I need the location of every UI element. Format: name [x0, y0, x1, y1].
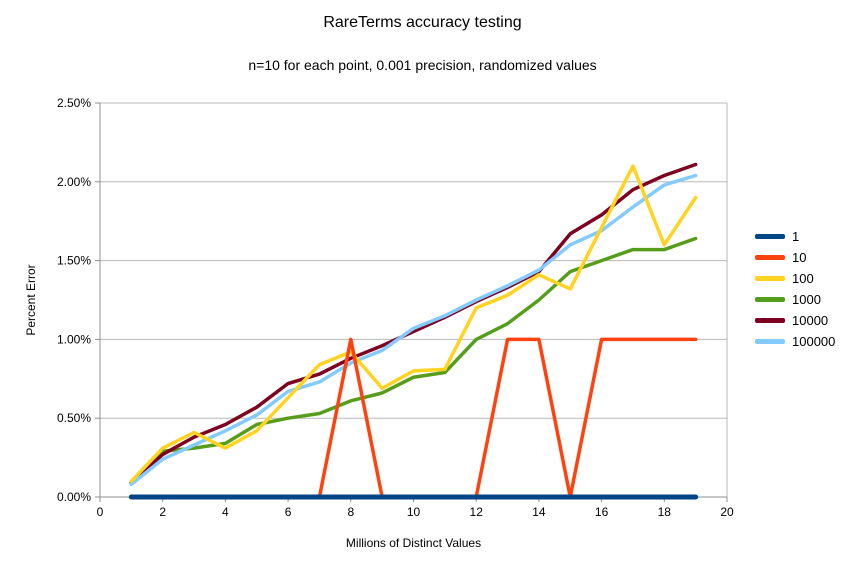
legend-swatch	[755, 297, 785, 302]
legend-swatch	[755, 318, 785, 323]
legend-label: 100	[792, 271, 814, 286]
y-tick-label: 2.50%	[57, 96, 91, 110]
legend-swatch	[755, 339, 785, 344]
x-tick-label: 12	[470, 505, 484, 519]
y-tick-label: 0.50%	[57, 411, 91, 425]
legend-item-1000: 1000	[755, 289, 835, 310]
legend-item-10000: 10000	[755, 310, 835, 331]
x-axis-title: Millions of Distinct Values	[345, 536, 482, 550]
legend-label: 10000	[792, 313, 829, 328]
series-line-100000	[129, 173, 698, 487]
y-tick-label: 1.00%	[57, 332, 91, 346]
x-tick-label: 2	[159, 505, 166, 519]
x-tick-label: 20	[720, 505, 734, 519]
legend-swatch	[755, 276, 785, 281]
x-tick-label: 16	[595, 505, 609, 519]
x-tick-label: 4	[222, 505, 229, 519]
legend: 1 10 100 1000 10000 100000	[755, 226, 835, 352]
legend-item-100: 100	[755, 268, 835, 289]
series-line-100	[129, 164, 698, 483]
legend-swatch	[755, 255, 785, 260]
legend-item-1: 1	[755, 226, 835, 247]
x-tick-label: 8	[347, 505, 354, 519]
x-tick-label: 0	[97, 505, 104, 519]
legend-swatch	[755, 234, 785, 239]
x-tick-label: 14	[532, 505, 546, 519]
chart-subtitle: n=10 for each point, 0.001 precision, ra…	[248, 57, 597, 73]
y-tick-label: 1.50%	[57, 254, 91, 268]
y-tick-label: 0.00%	[57, 490, 91, 504]
legend-label: 1000	[792, 292, 821, 307]
chart-title: RareTerms accuracy testing	[323, 14, 522, 31]
y-axis-title: Percent Error	[24, 264, 38, 336]
legend-item-100000: 100000	[755, 331, 835, 352]
x-tick-label: 18	[658, 505, 672, 519]
legend-label: 10	[792, 250, 807, 265]
x-tick-label: 10	[407, 505, 421, 519]
series-line-1000	[129, 236, 698, 485]
y-tick-label: 2.00%	[57, 175, 91, 189]
legend-label: 100000	[792, 334, 836, 349]
legend-label: 1	[792, 229, 800, 244]
series-line-10000	[129, 162, 698, 485]
x-tick-label: 6	[285, 505, 292, 519]
legend-item-10: 10	[755, 247, 835, 268]
